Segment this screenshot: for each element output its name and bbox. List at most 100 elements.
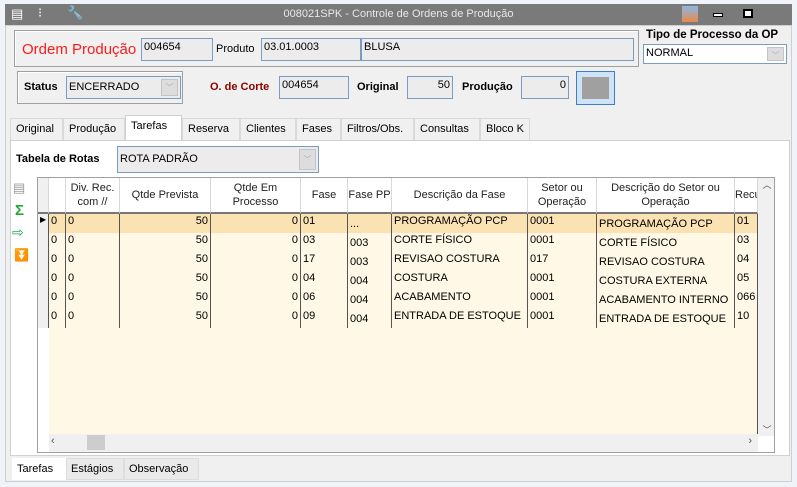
- table-cell[interactable]: 04: [301, 271, 348, 290]
- table-cell[interactable]: REVISAO COSTURA: [392, 252, 528, 271]
- table-cell[interactable]: ENTRADA DE ESTOQUE: [392, 309, 528, 328]
- table-row[interactable]: 0 0 50 0 03 003 CORTE FÍSICO 0001 CORTE FÍSICO 03: [38, 233, 758, 252]
- color-button[interactable]: [576, 71, 615, 105]
- table-row[interactable]: 0 0 50 0 09 004 ENTRADA DE ESTOQUE 0001 ENTRADA …: [38, 309, 758, 328]
- table-cell[interactable]: 0: [211, 271, 301, 290]
- column-header[interactable]: Div. Rec. com //: [66, 178, 120, 214]
- table-cell[interactable]: REVISAO COSTURA: [597, 252, 735, 271]
- producao-input[interactable]: 0: [521, 76, 569, 99]
- corte-input[interactable]: 004654: [279, 76, 349, 99]
- table-cell[interactable]: CORTE FÍSICO: [597, 233, 735, 252]
- table-cell[interactable]: 09: [301, 309, 348, 328]
- rotas-select[interactable]: ROTA PADRÃO ﹀: [117, 146, 319, 173]
- bottom-tab-1[interactable]: Estágios: [66, 458, 124, 480]
- column-header[interactable]: Setor ou Operação: [528, 178, 597, 214]
- table-cell[interactable]: ACABAMENTO: [392, 290, 528, 309]
- horizontal-scrollbar[interactable]: ‹ ›: [49, 434, 758, 452]
- table-cell[interactable]: ENTRADA DE ESTOQUE: [597, 309, 735, 328]
- row-indicator[interactable]: [38, 309, 49, 328]
- column-header[interactable]: Qtde Em Processo: [211, 178, 301, 214]
- table-cell[interactable]: 0: [49, 252, 66, 271]
- column-header[interactable]: Descrição da Fase: [392, 178, 528, 214]
- menu-icon[interactable]: ▤: [11, 6, 24, 21]
- table-cell[interactable]: 003: [348, 233, 392, 252]
- table-cell[interactable]: 17: [301, 252, 348, 271]
- table-row[interactable]: ▶ 0 0 50 0 01... PROGRAMAÇÃO PCP 0001 PROGRAMAÇÃ…: [38, 214, 758, 233]
- scroll-down-icon[interactable]: ﹀: [762, 425, 772, 435]
- table-cell[interactable]: 0: [66, 309, 120, 328]
- tab-consultas[interactable]: Consultas: [414, 118, 480, 141]
- chevron-down-icon[interactable]: ﹀: [767, 47, 784, 61]
- list-icon[interactable]: ▤: [13, 180, 26, 195]
- traffic-light-icon[interactable]: ⁝: [38, 5, 43, 20]
- table-cell[interactable]: PROGRAMAÇÃO PCP: [597, 214, 735, 233]
- column-header[interactable]: Fase: [301, 178, 348, 214]
- table-cell[interactable]: 50: [120, 271, 211, 290]
- tipo-select[interactable]: NORMAL ﹀: [643, 44, 787, 64]
- produto-code-input[interactable]: 03.01.0003: [261, 38, 361, 61]
- tab-original[interactable]: Original: [10, 118, 63, 141]
- ordem-input[interactable]: 004654: [141, 38, 213, 61]
- table-cell[interactable]: 01: [735, 214, 758, 233]
- chevron-down-icon[interactable]: ﹀: [161, 79, 178, 96]
- table-cell[interactable]: 03: [301, 233, 348, 252]
- table-cell[interactable]: 50: [120, 252, 211, 271]
- table-cell[interactable]: COSTURA: [392, 271, 528, 290]
- tab-fases[interactable]: Fases: [296, 118, 341, 141]
- table-cell[interactable]: 0001: [528, 233, 597, 252]
- table-cell[interactable]: 0001: [528, 214, 597, 233]
- row-indicator[interactable]: [38, 252, 49, 271]
- row-indicator[interactable]: [38, 271, 49, 290]
- table-cell[interactable]: 066: [735, 290, 758, 309]
- row-indicator[interactable]: [38, 233, 49, 252]
- table-cell[interactable]: 017: [528, 252, 597, 271]
- table-cell[interactable]: 0: [66, 252, 120, 271]
- export-icon[interactable]: ⇨: [12, 224, 24, 240]
- scroll-left-icon[interactable]: ‹: [51, 435, 55, 447]
- table-cell[interactable]: 0: [66, 290, 120, 309]
- table-cell[interactable]: CORTE FÍSICO: [392, 233, 528, 252]
- table-cell[interactable]: 0: [49, 290, 66, 309]
- table-cell[interactable]: 03: [735, 233, 758, 252]
- table-cell[interactable]: 0: [66, 214, 120, 233]
- tab-clientes[interactable]: Clientes: [240, 118, 296, 141]
- table-cell[interactable]: 0: [211, 309, 301, 328]
- column-header[interactable]: Descrição do Setor ou Operação: [597, 178, 735, 214]
- table-cell[interactable]: 01: [301, 214, 348, 233]
- table-cell[interactable]: 0: [49, 309, 66, 328]
- table-cell[interactable]: 0: [211, 290, 301, 309]
- table-cell[interactable]: COSTURA EXTERNA: [597, 271, 735, 290]
- table-cell[interactable]: 0: [49, 271, 66, 290]
- tab-filtrosobs[interactable]: Filtros/Obs.: [341, 118, 414, 141]
- table-cell[interactable]: 0: [211, 233, 301, 252]
- table-cell[interactable]: 0: [49, 233, 66, 252]
- tab-tarefas[interactable]: Tarefas: [125, 115, 182, 141]
- table-cell[interactable]: 004: [348, 290, 392, 309]
- table-cell[interactable]: 50: [120, 233, 211, 252]
- sigma-icon[interactable]: Σ: [15, 202, 25, 219]
- column-header[interactable]: Qtde Prevista: [120, 178, 211, 214]
- table-cell[interactable]: 004: [348, 309, 392, 328]
- table-cell[interactable]: 10: [735, 309, 758, 328]
- table-cell[interactable]: 003: [348, 252, 392, 271]
- move-last-icon[interactable]: ⏬: [14, 248, 29, 262]
- original-input[interactable]: 50: [407, 76, 453, 99]
- table-cell[interactable]: 05: [735, 271, 758, 290]
- table-cell[interactable]: 0: [66, 271, 120, 290]
- table-cell[interactable]: 0: [211, 252, 301, 271]
- bottom-tab-0[interactable]: Tarefas: [12, 458, 66, 480]
- table-cell[interactable]: 04: [735, 252, 758, 271]
- row-indicator[interactable]: [38, 290, 49, 309]
- table-row[interactable]: 0 0 50 0 04 004 COSTURA 0001 COSTURA EXTERNA 05: [38, 271, 758, 290]
- table-cell[interactable]: 06: [301, 290, 348, 309]
- minimize-button[interactable]: [713, 13, 723, 17]
- vertical-scrollbar[interactable]: ︿ ﹀: [758, 178, 774, 436]
- status-select[interactable]: ENCERRADO ﹀: [66, 76, 181, 99]
- wrench-icon[interactable]: 🔧: [67, 5, 84, 20]
- table-cell[interactable]: 0: [49, 214, 66, 233]
- table-cell[interactable]: 50: [120, 290, 211, 309]
- tab-blocok[interactable]: Bloco K: [480, 118, 530, 141]
- table-cell[interactable]: 0001: [528, 271, 597, 290]
- maximize-button[interactable]: [743, 9, 753, 18]
- scroll-up-icon[interactable]: ︿: [762, 180, 772, 190]
